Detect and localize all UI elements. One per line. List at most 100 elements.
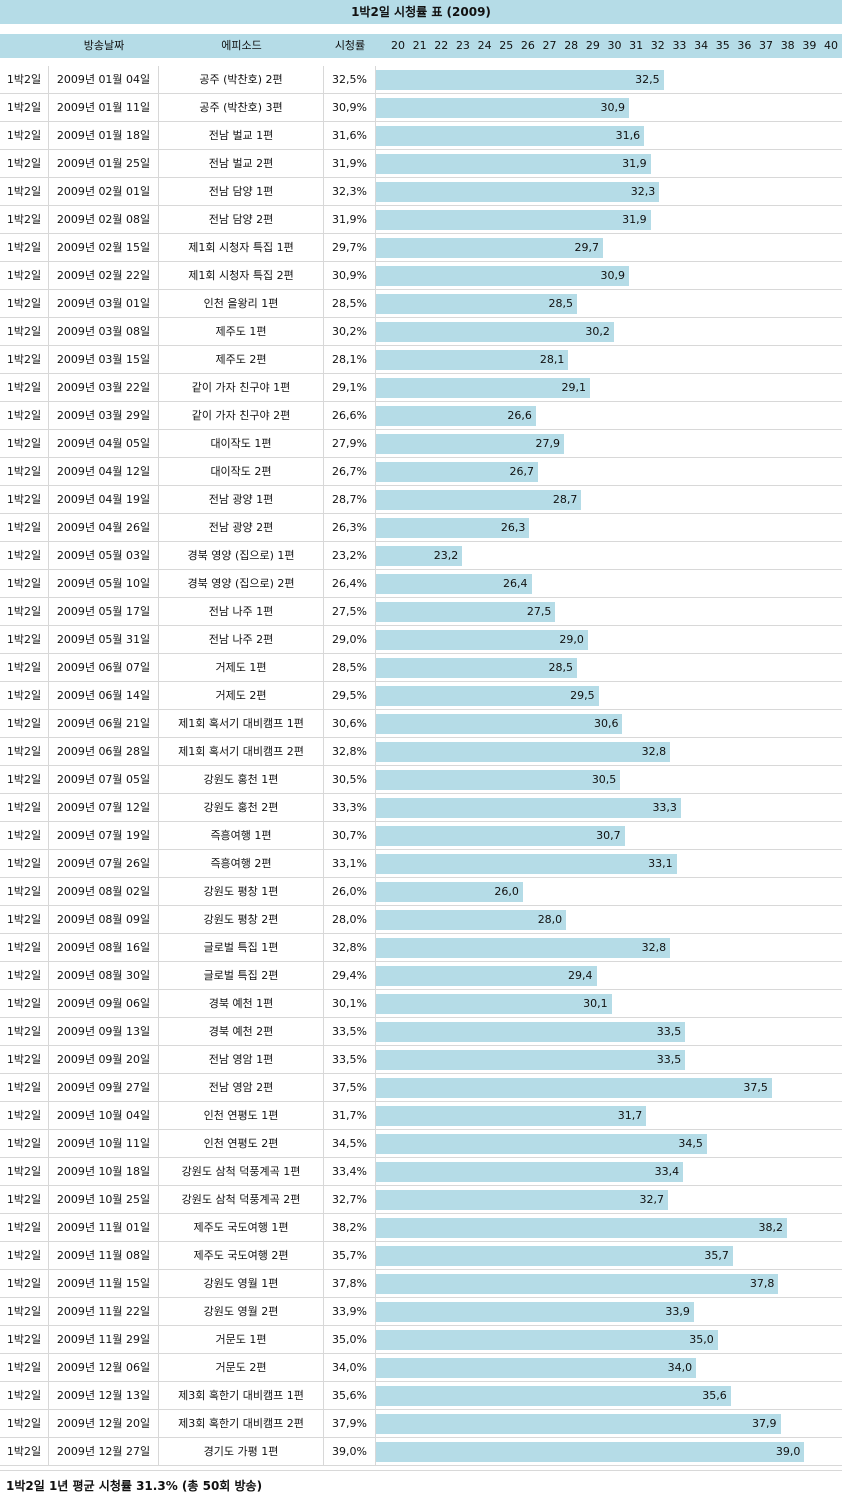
row-divider [0, 373, 842, 374]
axis-tick-label: 20 [391, 39, 405, 52]
rating-bar [376, 1246, 733, 1266]
table-row: 1박2일 2009년 07월 12일 강원도 홍천 2편 33,3% 33,3 [0, 794, 842, 822]
date-cell: 2009년 03월 08일 [49, 318, 159, 345]
row-divider [0, 1045, 842, 1046]
table-row: 1박2일 2009년 03월 01일 인천 을왕리 1편 28,5% 28,5 [0, 290, 842, 318]
rating-bar [376, 98, 629, 118]
bar-value-label: 34,0 [667, 1361, 693, 1374]
rating-bar [376, 322, 614, 342]
row-divider [0, 737, 842, 738]
rating-bar [376, 238, 603, 258]
row-divider [0, 821, 842, 822]
bar-value-label: 28,0 [537, 913, 563, 926]
bar-value-label: 38,2 [758, 1221, 784, 1234]
date-cell: 2009년 04월 19일 [49, 486, 159, 513]
rating-bar [376, 154, 651, 174]
row-divider [0, 485, 842, 486]
rating-bar [376, 966, 597, 986]
show-cell: 1박2일 [0, 878, 49, 905]
rating-cell: 31,6% [324, 122, 376, 149]
table-row: 1박2일 2009년 11월 08일 제주도 국도여행 2편 35,7% 35,7 [0, 1242, 842, 1270]
bar-value-label: 35,7 [704, 1249, 729, 1262]
axis-tick-label: 39 [802, 39, 817, 52]
row-divider [0, 793, 842, 794]
bar-value-label: 32,7 [639, 1193, 664, 1206]
row-divider [0, 681, 842, 682]
row-divider [0, 1129, 842, 1130]
bar-value-label: 33,5 [656, 1025, 682, 1038]
show-cell: 1박2일 [0, 1130, 49, 1157]
rating-bar [376, 742, 671, 762]
episode-cell: 인천 연평도 1편 [159, 1102, 324, 1129]
row-divider [0, 401, 842, 402]
row-divider [0, 961, 842, 962]
table-row: 1박2일 2009년 08월 16일 글로벌 특집 1편 32,8% 32,8 [0, 934, 842, 962]
show-cell: 1박2일 [0, 850, 49, 877]
axis-tick-label: 28 [564, 39, 579, 52]
axis-tick-label: 24 [477, 39, 492, 52]
episode-cell: 전남 벌교 1편 [159, 122, 324, 149]
show-cell: 1박2일 [0, 598, 49, 625]
episode-cell: 전남 담양 2편 [159, 206, 324, 233]
episode-cell: 대이작도 2편 [159, 458, 324, 485]
show-cell: 1박2일 [0, 906, 49, 933]
row-divider [0, 289, 842, 290]
table-row: 1박2일 2009년 04월 19일 전남 광양 1편 28,7% 28,7 [0, 486, 842, 514]
date-cell: 2009년 09월 27일 [49, 1074, 159, 1101]
rating-cell: 39,0% [324, 1438, 376, 1465]
show-cell: 1박2일 [0, 1410, 49, 1437]
table-row: 1박2일 2009년 07월 26일 즉흥여행 2편 33,1% 33,1 [0, 850, 842, 878]
show-cell: 1박2일 [0, 1018, 49, 1045]
date-cell: 2009년 12월 20일 [49, 1410, 159, 1437]
show-cell: 1박2일 [0, 1354, 49, 1381]
rating-cell: 35,7% [324, 1242, 376, 1269]
episode-cell: 전남 광양 2편 [159, 514, 324, 541]
row-divider [0, 597, 842, 598]
table-row: 1박2일 2009년 12월 13일 제3회 혹한기 대비캠프 1편 35,6% 35,… [0, 1382, 842, 1410]
row-divider [0, 1213, 842, 1214]
bar-value-label: 32,3 [630, 185, 656, 198]
table-row: 1박2일 2009년 02월 01일 전남 담양 1편 32,3% 32,3 [0, 178, 842, 206]
date-cell: 2009년 05월 17일 [49, 598, 159, 625]
episode-cell: 전남 나주 1편 [159, 598, 324, 625]
rating-bar [376, 1386, 731, 1406]
date-cell: 2009년 09월 06일 [49, 990, 159, 1017]
table-row: 1박2일 2009년 08월 02일 강원도 평창 1편 26,0% 26,0 [0, 878, 842, 906]
show-cell: 1박2일 [0, 1382, 49, 1409]
date-cell: 2009년 02월 15일 [49, 234, 159, 261]
show-cell: 1박2일 [0, 1242, 49, 1269]
rating-cell: 33,1% [324, 850, 376, 877]
date-cell: 2009년 10월 25일 [49, 1186, 159, 1213]
bar-value-label: 30,5 [591, 773, 617, 786]
row-divider [0, 1241, 842, 1242]
episode-cell: 인천 을왕리 1편 [159, 290, 324, 317]
bar-value-label: 31,9 [622, 213, 647, 226]
table-row: 1박2일 2009년 12월 20일 제3회 혹한기 대비캠프 2편 37,9% 37,… [0, 1410, 842, 1438]
rating-cell: 30,9% [324, 262, 376, 289]
table-row: 1박2일 2009년 06월 21일 제1회 혹서기 대비캠프 1편 30,6% 30,… [0, 710, 842, 738]
rating-cell: 30,7% [324, 822, 376, 849]
episode-cell: 제3회 혹한기 대비캠프 1편 [159, 1382, 324, 1409]
bar-value-label: 27,5 [526, 605, 552, 618]
episode-cell: 강원도 평창 2편 [159, 906, 324, 933]
table-row: 1박2일 2009년 05월 31일 전남 나주 2편 29,0% 29,0 [0, 626, 842, 654]
table-row: 1박2일 2009년 09월 06일 경북 예천 1편 30,1% 30,1 [0, 990, 842, 1018]
rating-cell: 27,9% [324, 430, 376, 457]
rating-cell: 32,7% [324, 1186, 376, 1213]
bar-value-label: 33,9 [665, 1305, 690, 1318]
axis-tick-label: 23 [455, 39, 470, 52]
date-cell: 2009년 10월 18일 [49, 1158, 159, 1185]
bar-value-label: 30,9 [600, 269, 625, 282]
row-divider [0, 765, 842, 766]
rating-bar [376, 994, 612, 1014]
table-row: 1박2일 2009년 10월 11일 인천 연평도 2편 34,5% 34,5 [0, 1130, 842, 1158]
rating-bar [376, 1442, 805, 1462]
show-cell: 1박2일 [0, 682, 49, 709]
rating-bar [376, 490, 582, 510]
show-cell: 1박2일 [0, 1186, 49, 1213]
bar-value-label: 33,5 [656, 1053, 682, 1066]
episode-cell: 전남 광양 1편 [159, 486, 324, 513]
table-row: 1박2일 2009년 07월 05일 강원도 홍천 1편 30,5% 30,5 [0, 766, 842, 794]
table-row: 1박2일 2009년 06월 14일 거제도 2편 29,5% 29,5 [0, 682, 842, 710]
rating-bar [376, 378, 590, 398]
